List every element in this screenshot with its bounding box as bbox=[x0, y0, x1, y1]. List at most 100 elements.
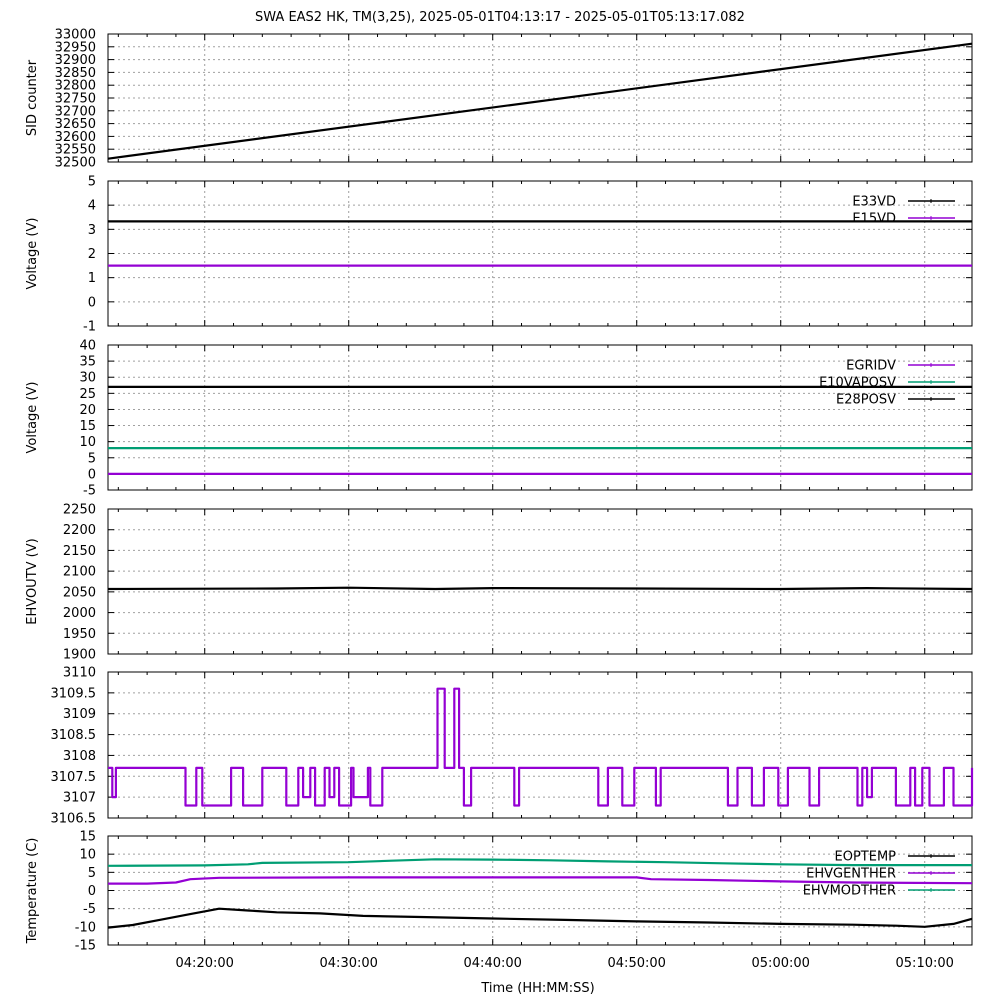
legend-label: EHVGENTHER bbox=[806, 867, 896, 882]
x-axis-label: Time (HH:MM:SS) bbox=[480, 981, 594, 996]
y-tick-label: 2100 bbox=[63, 565, 96, 580]
x-ticks bbox=[117, 836, 955, 945]
x-tick-label: 04:50:00 bbox=[608, 956, 666, 971]
gridlines bbox=[108, 672, 972, 818]
y-tick-label: 3107 bbox=[63, 791, 96, 806]
series-line-ehvmodther bbox=[107, 858, 972, 867]
y-tick-label: 2200 bbox=[63, 523, 96, 538]
legend-label: E15VD bbox=[852, 212, 896, 227]
y-tick-label: 2050 bbox=[63, 585, 96, 600]
y-tick-label: 5 bbox=[88, 451, 96, 466]
y-tick-label: 3108.5 bbox=[51, 728, 97, 743]
y-ticks: 1900 1950 2000 2050 2100 2150 2200 2250 bbox=[63, 503, 972, 663]
x-ticks bbox=[117, 34, 955, 162]
x-tick-label: 04:20:00 bbox=[176, 956, 234, 971]
plot-frame bbox=[107, 508, 973, 655]
y-tick-label: 32650 bbox=[55, 117, 96, 132]
series-group bbox=[107, 42, 973, 160]
y-tick-label: 3110 bbox=[63, 666, 96, 681]
x-tick-label: 04:30:00 bbox=[320, 956, 378, 971]
panel-4: 1900 1950 2000 2050 2100 2150 2200 2250 EHVOUTV … bbox=[25, 503, 973, 663]
series-group bbox=[108, 385, 972, 475]
series-line-4-1 bbox=[107, 586, 973, 591]
series-line-ehvgenther bbox=[108, 876, 973, 885]
y-tick-label: 32700 bbox=[55, 104, 96, 119]
gridlines bbox=[108, 345, 972, 490]
legend: EGRIDV E10VAPOSV E28POSV bbox=[819, 359, 955, 408]
panel-1: 3250032550326003265032700327503280032850… bbox=[25, 28, 973, 171]
y-ticks: 3106.5 3107 3107.5 3108 3108.5 3109 3109.5 3110 bbox=[51, 666, 972, 827]
y-axis-label: Voltage (V) bbox=[25, 382, 40, 454]
y-tick-label: 2000 bbox=[63, 606, 96, 621]
y-tick-label: 32750 bbox=[55, 92, 96, 107]
x-ticks bbox=[117, 181, 955, 326]
y-tick-label: 0 bbox=[88, 467, 96, 482]
x-tick-label: 04:40:00 bbox=[464, 956, 522, 971]
y-ticks: -15 -10 -5 0 5 10 15 bbox=[75, 830, 972, 954]
series-line-eoptemp bbox=[107, 907, 973, 929]
y-tick-label: 2150 bbox=[63, 544, 96, 559]
legend: E33VD E15VD bbox=[852, 195, 955, 227]
x-ticks bbox=[117, 509, 955, 654]
x-ticks bbox=[117, 672, 955, 818]
gridlines bbox=[108, 181, 972, 326]
legend-label: E10VAPOSV bbox=[819, 376, 896, 391]
x-ticks bbox=[117, 345, 955, 490]
y-tick-label: 3109.5 bbox=[51, 686, 97, 701]
legend-label: EOPTEMP bbox=[835, 850, 897, 865]
series-group bbox=[108, 687, 974, 807]
legend-label: E33VD bbox=[852, 195, 896, 210]
y-tick-label: 15 bbox=[79, 830, 96, 845]
y-tick-label: 33000 bbox=[55, 28, 96, 43]
y-tick-label: 3107.5 bbox=[51, 770, 97, 785]
plot-frame bbox=[107, 344, 973, 491]
y-tick-label: 5 bbox=[88, 175, 96, 190]
y-tick-label: -10 bbox=[75, 920, 96, 935]
y-tick-label: -1 bbox=[83, 320, 96, 335]
series-line-5-1 bbox=[108, 687, 974, 807]
legend: EOPTEMP EHVGENTHER EHVMODTHER bbox=[803, 850, 955, 899]
y-tick-label: 35 bbox=[79, 355, 96, 370]
y-tick-label: 1950 bbox=[63, 627, 96, 642]
y-axis-label: Temperature (C) bbox=[25, 838, 40, 945]
legend-label: EHVMODTHER bbox=[803, 884, 896, 899]
y-tick-label: 10 bbox=[79, 435, 96, 450]
y-tick-label: -5 bbox=[83, 902, 96, 917]
plot-frame bbox=[107, 671, 973, 819]
panel-2: -1 0 1 2 3 4 5 Voltage (V) E33VD E15VD bbox=[25, 175, 973, 335]
y-tick-label: 3108 bbox=[63, 749, 96, 764]
panel-5: 3106.5 3107 3107.5 3108 3108.5 3109 3109.5 3110 bbox=[51, 666, 974, 827]
y-tick-label: 32500 bbox=[55, 156, 96, 171]
y-tick-label: 1 bbox=[88, 271, 96, 286]
legend-label: EGRIDV bbox=[846, 359, 896, 374]
y-tick-label: 32850 bbox=[55, 66, 96, 81]
gridlines bbox=[108, 509, 972, 654]
y-axis-label: Voltage (V) bbox=[25, 218, 40, 290]
y-tick-label: 30 bbox=[79, 371, 96, 386]
y-axis-label: SID counter bbox=[25, 59, 40, 136]
panels: 3250032550326003265032700327503280032850… bbox=[25, 28, 974, 954]
series-group bbox=[107, 586, 973, 591]
y-tick-label: -15 bbox=[75, 939, 96, 954]
y-tick-label: 2 bbox=[88, 247, 96, 262]
series-group bbox=[107, 858, 973, 929]
y-tick-label: 10 bbox=[79, 848, 96, 863]
x-tick-label: 05:10:00 bbox=[896, 956, 954, 971]
y-tick-label: 32600 bbox=[55, 130, 96, 145]
y-tick-label: 32550 bbox=[55, 143, 96, 158]
series-group bbox=[108, 220, 972, 267]
y-tick-label: 3 bbox=[88, 223, 96, 238]
series-line-1-1 bbox=[107, 42, 973, 160]
y-tick-label: 2250 bbox=[63, 503, 96, 518]
y-tick-label: 32900 bbox=[55, 53, 96, 68]
y-tick-label: 4 bbox=[88, 199, 96, 214]
y-tick-label: 15 bbox=[79, 419, 96, 434]
x-tick-labels: 04:20:00 04:30:00 04:40:00 04:50:00 05:00:00… bbox=[176, 956, 954, 971]
y-axis-label: EHVOUTV (V) bbox=[25, 538, 40, 624]
y-tick-label: 3109 bbox=[63, 707, 96, 722]
y-tick-label: 20 bbox=[79, 403, 96, 418]
legend-label: E28POSV bbox=[836, 393, 896, 408]
